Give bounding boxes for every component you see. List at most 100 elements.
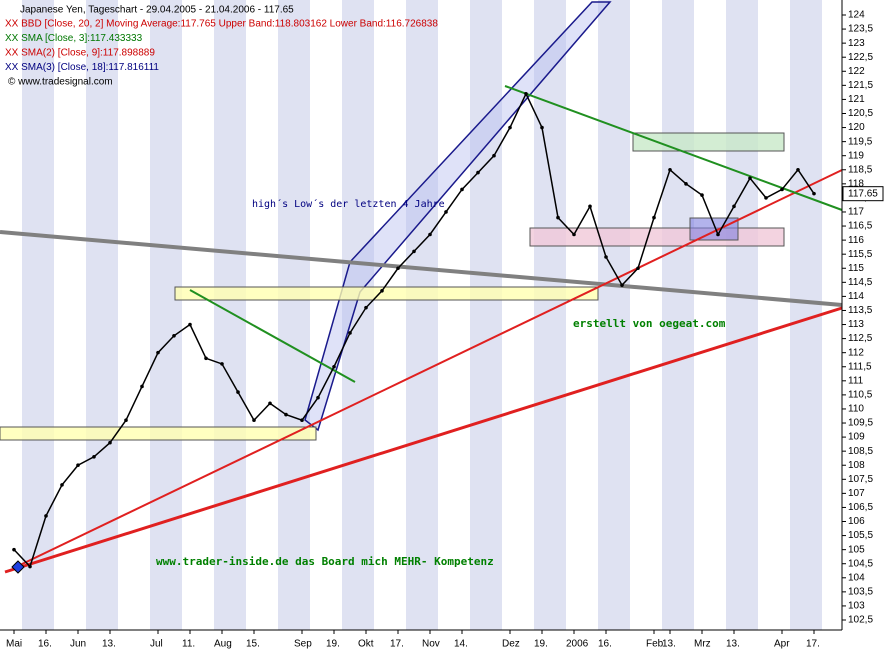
y-tick-label: 104 <box>848 572 865 583</box>
y-tick-label: 108,5 <box>848 446 873 457</box>
y-tick-label: 114 <box>848 291 864 302</box>
legend-entry: XX BBD [Close, 20, 2] Moving Average:117… <box>5 19 438 30</box>
price-point <box>364 305 368 310</box>
x-tick-label: 11. <box>182 639 195 650</box>
y-tick-label: 105 <box>848 544 865 555</box>
y-tick-label: 102,5 <box>848 615 873 626</box>
price-point <box>108 440 112 445</box>
y-tick-label: 122 <box>848 66 865 77</box>
price-point <box>748 176 752 181</box>
y-tick-label: 123 <box>848 38 865 49</box>
price-point <box>76 463 80 468</box>
y-tick-label: 115,5 <box>848 249 873 260</box>
x-tick-label: 13. <box>662 639 676 650</box>
y-tick-label: 113 <box>848 319 864 330</box>
price-point <box>268 401 272 406</box>
y-tick-label: 112 <box>848 347 864 358</box>
price-point <box>444 210 448 214</box>
price-point <box>316 395 320 400</box>
x-tick-label: Mai <box>6 639 22 650</box>
y-tick-label: 120 <box>848 122 865 133</box>
legend-entry: XX SMA [Close, 3]:117.433333 <box>5 33 143 44</box>
annotation: erstellt von oegeat.com <box>573 317 726 330</box>
y-tick-label: 107,5 <box>848 474 873 485</box>
price-point <box>684 182 688 186</box>
price-point <box>604 255 608 259</box>
x-tick-label: 17. <box>390 639 404 650</box>
y-tick-label: 111 <box>848 375 864 386</box>
month-stripes <box>22 0 822 630</box>
copyright: © www.tradesignal.com <box>8 77 113 88</box>
last-value-label: 117.65 <box>848 188 878 199</box>
price-point <box>780 187 784 192</box>
price-point <box>204 356 208 361</box>
y-tick-label: 109 <box>848 432 865 443</box>
marker <box>11 560 25 574</box>
y-tick-label: 103 <box>848 601 865 612</box>
price-point <box>620 283 624 287</box>
x-tick-label: 14. <box>454 639 468 650</box>
x-tick-label: Jun <box>70 639 86 650</box>
zone <box>0 426 317 441</box>
drawings <box>0 1 843 574</box>
last-value-box <box>842 186 884 202</box>
y-tick-label: 121,5 <box>848 80 873 91</box>
x-tick-label: 19. <box>534 639 548 650</box>
legend-entry: XX SMA(2) [Close, 9]:117.898889 <box>5 48 155 59</box>
y-tick-label: 116 <box>848 235 864 246</box>
legend-entry: XX SMA(3) [Close, 18]:117.816111 <box>5 62 159 73</box>
y-tick-label: 119,5 <box>848 136 873 147</box>
chart-title: Japanese Yen, Tageschart - 29.04.2005 - … <box>20 5 294 16</box>
price-point <box>476 170 480 175</box>
price-point <box>540 125 544 130</box>
price-point <box>28 564 32 569</box>
price-point <box>220 362 224 366</box>
stripe <box>598 0 630 630</box>
price-point <box>428 232 432 237</box>
trend-line <box>0 230 843 307</box>
y-tick-label: 117 <box>848 207 864 218</box>
stripe <box>86 0 118 630</box>
trend-line <box>504 85 843 211</box>
x-tick-label: Mrz <box>694 639 711 650</box>
x-tick-label: 16. <box>38 639 52 650</box>
price-point <box>156 350 160 355</box>
price-point <box>236 390 240 394</box>
price-point <box>588 204 592 209</box>
y-tick-label: 111,5 <box>848 361 872 372</box>
y-tick-label: 118 <box>848 178 864 189</box>
price-point <box>812 191 816 196</box>
y-tick-label: 106,5 <box>848 502 873 513</box>
x-tick-label: Aug <box>214 639 232 650</box>
y-tick-label: 114,5 <box>848 277 873 288</box>
y-tick-label: 110,5 <box>848 390 873 401</box>
y-tick-label: 123,5 <box>848 24 873 35</box>
price-point <box>44 514 48 518</box>
price-point <box>524 91 528 96</box>
y-tick-label: 109,5 <box>848 418 873 429</box>
zone <box>174 286 599 301</box>
price-point <box>380 288 384 293</box>
x-tick-label: Sep <box>294 639 312 650</box>
y-tick-label: 119 <box>848 150 864 161</box>
price-point <box>172 333 176 338</box>
price-point <box>636 266 640 271</box>
stripe <box>278 0 310 630</box>
x-tick-label: 13. <box>102 639 116 650</box>
x-tick-label: 17. <box>806 639 820 650</box>
x-tick-label: Okt <box>358 639 374 650</box>
x-tick-label: Apr <box>774 639 790 650</box>
x-tick-label: 15. <box>246 639 260 650</box>
price-point <box>348 331 352 335</box>
price-point <box>572 232 576 237</box>
price-point <box>252 418 256 423</box>
x-tick-label: 19. <box>326 639 340 650</box>
y-tick-label: 118,5 <box>848 164 873 175</box>
y-tick-label: 108 <box>848 460 865 471</box>
x-tick-label: 13. <box>726 639 740 650</box>
price-point <box>188 322 192 327</box>
price-point <box>412 249 416 254</box>
trend-line <box>4 306 843 574</box>
y-tick-label: 103,5 <box>848 587 873 598</box>
